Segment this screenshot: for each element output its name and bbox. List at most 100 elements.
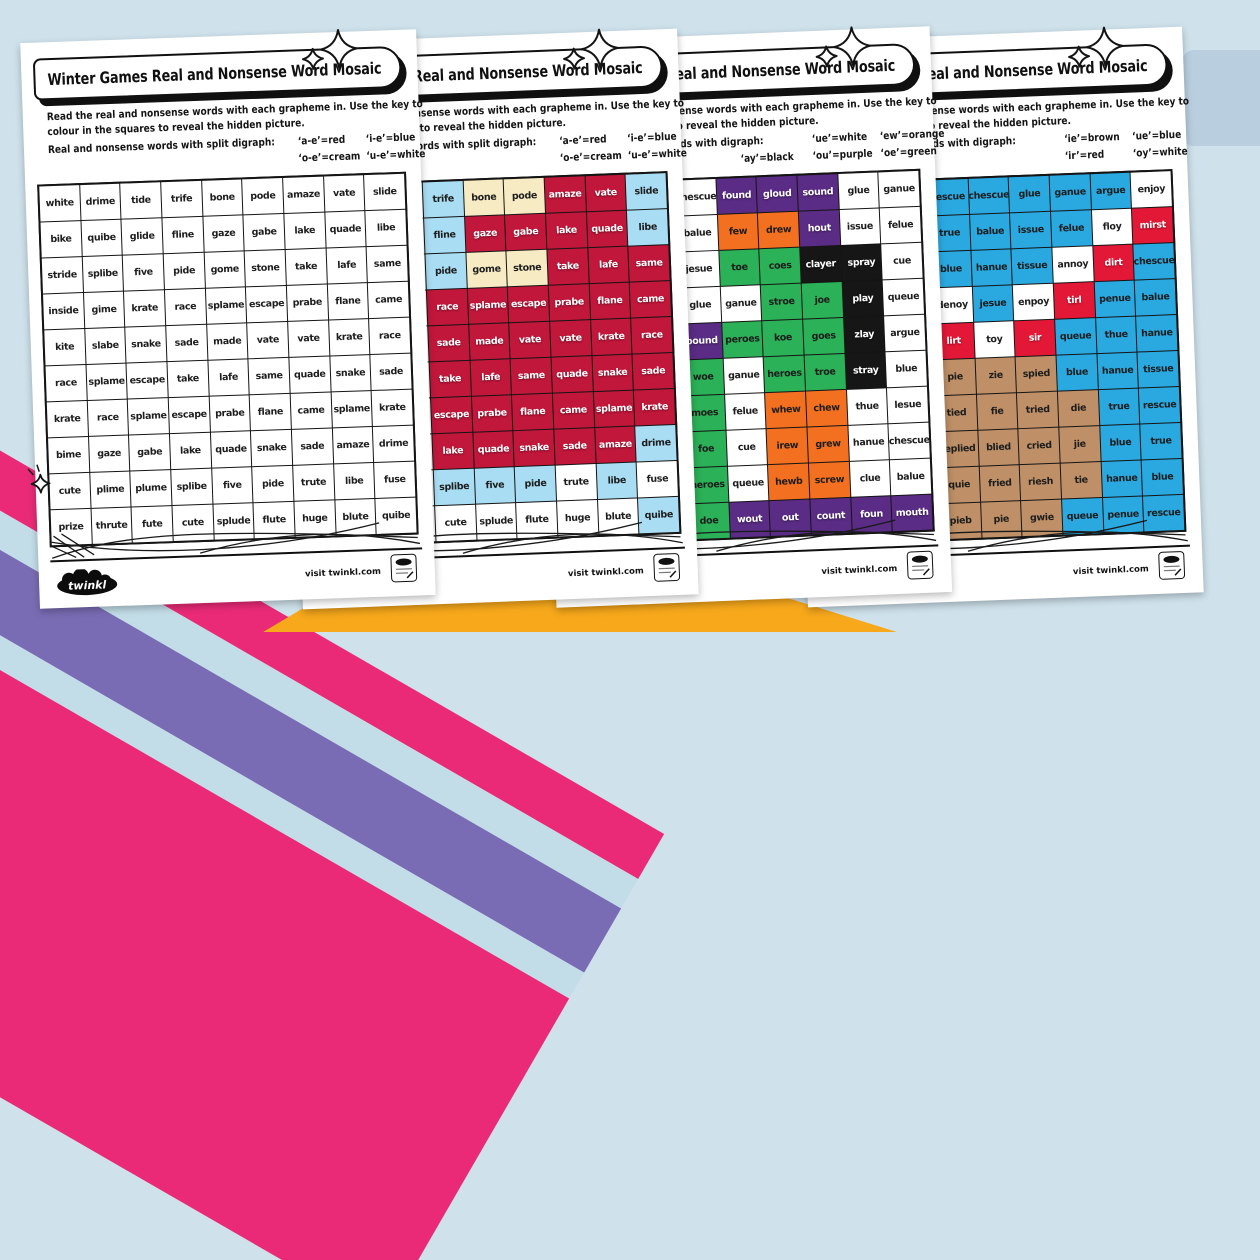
- word-cell: splame: [205, 287, 247, 324]
- word-cell: ganue: [1049, 174, 1091, 211]
- word-cell: escape: [431, 396, 472, 434]
- word-cell: bike: [40, 221, 82, 258]
- word-cell: fuse: [374, 461, 416, 498]
- word-cell: lesue: [887, 386, 929, 424]
- key-item: ‘i-e’=blue: [365, 131, 416, 146]
- word-cell: same: [510, 357, 552, 395]
- word-cell: snake: [330, 355, 371, 392]
- word-cell: splame: [593, 390, 635, 428]
- word-cell: stroe: [761, 283, 803, 321]
- key-item: ‘ue’=white: [811, 130, 868, 146]
- word-cell: snake: [513, 429, 555, 467]
- word-cell: clue: [849, 460, 891, 497]
- word-cell: krate: [46, 400, 88, 438]
- word-cell: gabe: [129, 434, 171, 471]
- word-cell: krate: [328, 319, 370, 356]
- word-cell: stone: [506, 249, 548, 287]
- page-title-box: Winter Games Real and Nonsense Word Mosa…: [546, 26, 916, 100]
- svg-text:twinkl: twinkl: [68, 578, 107, 592]
- key-item: ‘o-e’=cream: [559, 149, 623, 165]
- word-cell: lafe: [208, 359, 249, 396]
- word-cell: amaze: [283, 176, 324, 213]
- background-corner-block: [1182, 50, 1260, 146]
- word-cell: hanue: [1097, 352, 1139, 390]
- word-cell: sade: [632, 353, 674, 390]
- word-cell: thue: [1095, 316, 1137, 354]
- word-cell: slide: [625, 173, 667, 210]
- word-cell: gome: [204, 251, 246, 288]
- word-cell: queue: [727, 465, 769, 502]
- key-item: ‘ie’=brown: [1063, 131, 1120, 146]
- word-cell: amaze: [332, 427, 374, 464]
- word-cell: vate: [323, 175, 365, 212]
- word-cell: bone: [463, 179, 505, 216]
- key-item: ‘ir’=red: [1064, 148, 1105, 163]
- word-cell: gloud: [756, 175, 798, 213]
- word-cell: five: [123, 254, 164, 291]
- word-cell: plime: [89, 471, 131, 508]
- word-cell: hanue: [1101, 460, 1143, 498]
- word-cell: grew: [807, 425, 849, 463]
- word-cell: tried: [1017, 391, 1059, 429]
- twinkl-logo: twinkl: [57, 568, 118, 596]
- word-cell: amaze: [594, 426, 636, 464]
- word-cell: lafe: [588, 246, 629, 284]
- quality-badge-icon: [390, 553, 418, 583]
- word-cell: tissue: [1137, 351, 1179, 388]
- word-cell: ganue: [878, 170, 920, 208]
- word-cell: libe: [596, 462, 638, 500]
- word-cell: argue: [884, 314, 926, 352]
- key-item: ‘ue’=blue: [1131, 128, 1182, 143]
- word-cell: take: [167, 360, 209, 398]
- word-cell: plume: [130, 470, 172, 507]
- word-cell: sade: [554, 428, 596, 465]
- word-cell: peroes: [721, 321, 763, 358]
- word-cell: flane: [327, 283, 369, 320]
- word-cell: krate: [371, 389, 413, 426]
- word-cell: libe: [365, 209, 407, 247]
- page-title-box: Winter Games Real and Nonsense Word Mosa…: [798, 26, 1169, 100]
- word-cell: quade: [289, 356, 331, 393]
- word-cell: issue: [1010, 211, 1052, 249]
- word-cell: krate: [124, 290, 166, 327]
- word-cell: gome: [466, 251, 508, 288]
- word-cell: drime: [373, 425, 415, 462]
- visit-twinkl-text: visit twinkl.com: [304, 566, 382, 580]
- word-cell: mirst: [1132, 207, 1174, 244]
- word-cell: fuse: [636, 460, 678, 498]
- word-cell: flane: [250, 393, 291, 431]
- word-cell: troe: [804, 353, 846, 391]
- word-cell: sir: [1014, 319, 1056, 357]
- word-cell: splame: [86, 363, 128, 400]
- word-cell: five: [211, 467, 253, 504]
- word-cell: argue: [1090, 172, 1132, 210]
- word-cell: hanue: [1136, 315, 1178, 352]
- word-cell: queue: [1055, 318, 1097, 355]
- key-item: ‘u-e’=white: [366, 148, 426, 163]
- word-cell: lake: [546, 212, 587, 249]
- word-cell: screw: [808, 461, 850, 499]
- word-cell: lake: [432, 432, 474, 470]
- word-cell: race: [631, 317, 673, 354]
- word-cell: dirt: [1093, 244, 1134, 282]
- word-cell: balue: [969, 213, 1011, 250]
- word-cell: blue: [1141, 458, 1183, 496]
- word-cell: quibe: [81, 219, 123, 257]
- word-cell: slide: [364, 173, 406, 211]
- word-cell: tirl: [1053, 282, 1095, 319]
- word-cell: splame: [467, 287, 509, 324]
- word-cell: pide: [425, 252, 467, 290]
- word-cell: same: [628, 245, 670, 282]
- word-cell: sade: [370, 353, 412, 391]
- word-cell: gabe: [505, 213, 547, 251]
- word-cell: chew: [806, 389, 848, 427]
- word-cell: glide: [121, 218, 163, 255]
- word-cell: blue: [1056, 354, 1098, 391]
- word-cell: splibe: [433, 468, 475, 506]
- key-item: ‘u-e’=white: [627, 147, 688, 162]
- word-cell: made: [206, 323, 248, 360]
- word-cell: kite: [44, 329, 86, 366]
- word-cell: koe: [762, 319, 804, 357]
- visit-twinkl-text: visit twinkl.com: [567, 566, 644, 580]
- word-cell: cried: [1018, 427, 1060, 465]
